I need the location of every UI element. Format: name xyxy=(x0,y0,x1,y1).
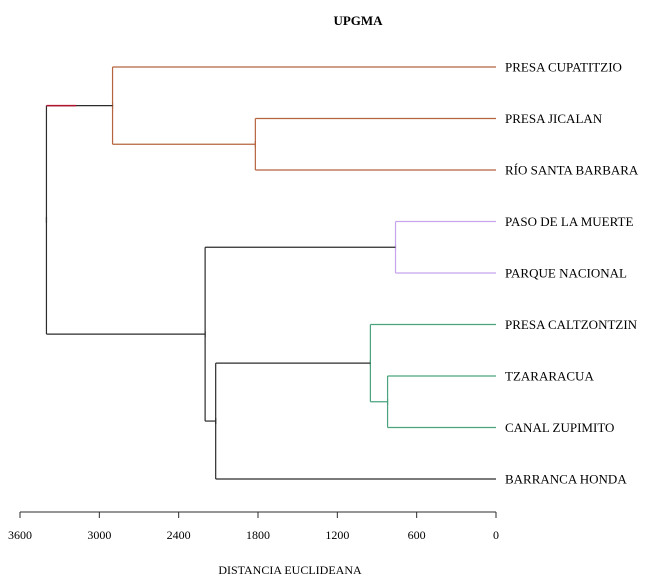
leaf-label-zupimito: CANAL ZUPIMITO xyxy=(505,420,614,435)
leaf-label-santabarbara: RÍO SANTA BARBARA xyxy=(505,163,639,178)
x-tick-label-0: 0 xyxy=(493,528,499,542)
leaf-label-tzararacua: TZARARACUA xyxy=(505,369,594,384)
chart-title: UPGMA xyxy=(333,13,383,28)
leaf-label-jicalan: PRESA JICALAN xyxy=(505,111,603,126)
x-tick-label-1800: 1800 xyxy=(246,528,270,542)
x-tick-label-600: 600 xyxy=(408,528,426,542)
leaf-labels: PRESA CUPATITZIO PRESA JICALAN RÍO SANTA B… xyxy=(505,60,639,487)
x-axis: 3600 3000 2400 1800 1200 600 0 xyxy=(8,511,499,542)
dendrogram-branches xyxy=(45,66,496,480)
x-tick-label-3600: 3600 xyxy=(8,528,32,542)
leaf-label-barranca: BARRANCA HONDA xyxy=(505,472,627,487)
x-tick-label-3000: 3000 xyxy=(87,528,111,542)
x-tick-label-2400: 2400 xyxy=(167,528,191,542)
leaf-label-cupatitzio: PRESA CUPATITZIO xyxy=(505,60,622,75)
x-tick-label-1200: 1200 xyxy=(325,528,349,542)
leaf-label-caltzontzin: PRESA CALTZONTZIN xyxy=(505,317,638,332)
x-axis-title: DISTANCIA EUCLIDEANA xyxy=(218,563,362,577)
leaf-label-pasomuerte: PASO DE LA MUERTE xyxy=(505,214,633,229)
leaf-label-parquenacional: PARQUE NACIONAL xyxy=(505,266,627,281)
